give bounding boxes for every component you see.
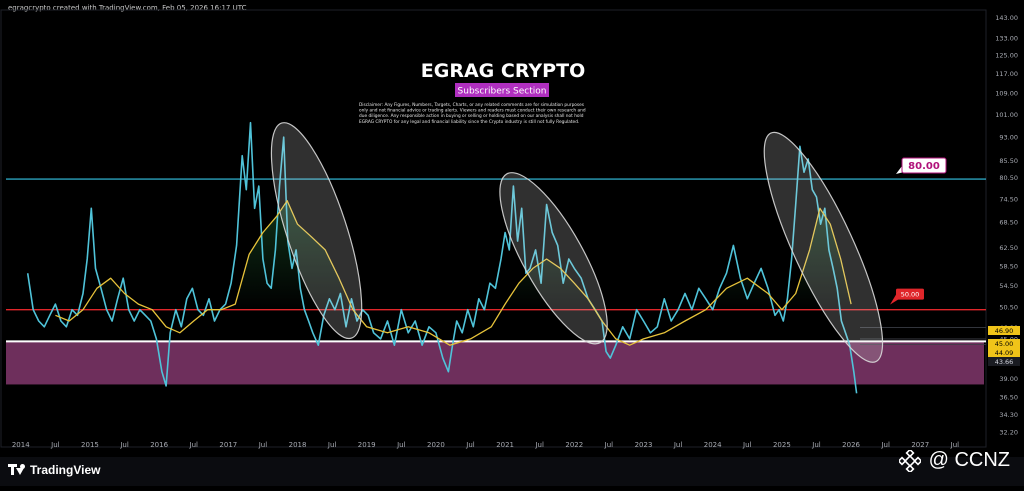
x-tick-label: Jul [880,441,890,449]
price-label-text: 45.00 [995,340,1014,348]
x-tick-label: 2018 [289,441,307,449]
overlay-title: EGRAG CRYPTO [421,60,585,82]
plot-border [0,9,987,448]
y-tick-label: 85.50 [999,157,1018,165]
price-label-box [988,348,1020,357]
x-tick-label: 2014 [12,441,30,449]
bullish-fill [55,200,852,310]
x-tick-label: Jul [534,441,544,449]
watermark: @ CCNZ [898,449,1010,472]
x-tick-label: 2021 [496,441,514,449]
disclaimer-line: only and not financial advice or trading… [359,108,586,114]
price-label-text: 46.90 [995,327,1014,335]
header-credit: egragcrypto created with TradingView.com… [8,4,247,12]
rsi-ma-line [55,200,852,346]
y-tick-label: 68.50 [999,219,1018,227]
x-tick-label: 2025 [773,441,791,449]
oversold-zone [6,341,984,385]
y-tick-label: 93.00 [999,134,1018,142]
y-tick-label: 32.20 [999,428,1018,436]
footer-bar [0,457,1024,486]
x-tick-label: 2027 [911,441,929,449]
y-tick-label: 36.50 [999,394,1018,402]
label-50-text: 50.00 [901,291,920,299]
x-tick-label: 2015 [81,441,99,449]
x-tick-label: Jul [604,441,614,449]
x-tick-label: Jul [811,441,821,449]
subscribers-badge-text: Subscribers Section [458,87,547,97]
y-tick-label: 50.50 [999,303,1018,311]
highlight-ellipse-2 [499,172,608,345]
y-tick-label: 34.30 [999,411,1018,419]
y-tick-label: 54.50 [999,282,1018,290]
x-tick-label: Jul [189,441,199,449]
x-tick-label: Jul [950,441,960,449]
x-tick-label: Jul [465,441,475,449]
price-label-box [988,326,1020,335]
disclaimer-line: Disclaimer: Any Figures, Numbers, Target… [359,102,585,108]
y-tick-label: 125.00 [995,52,1018,60]
x-tick-label: Jul [673,441,683,449]
x-tick-label: 2017 [219,441,237,449]
price-label-text: 44.09 [995,349,1014,357]
y-tick-label: 58.50 [999,263,1018,271]
y-tick-label: 143.00 [995,14,1018,22]
x-tick-label: 2020 [427,441,445,449]
y-tick-label: 101.00 [995,111,1018,119]
x-tick-label: Jul [327,441,337,449]
x-tick-label: Jul [50,441,60,449]
tradingview-logo[interactable]: TradingView [8,463,100,477]
y-tick-label: 62.50 [999,244,1018,252]
x-tick-label: 2023 [635,441,653,449]
highlight-ellipse-3 [763,131,884,363]
y-tick-label: 80.50 [999,174,1018,182]
price-label-box [988,339,1020,348]
label-50-box [896,288,924,300]
x-tick-label: 2026 [842,441,860,449]
watermark-text: @ CCNZ [928,449,1010,471]
y-tick-label: 39.00 [999,375,1018,383]
x-tick-label: 2022 [565,441,583,449]
disclaimer-line: EGRAG CRYPTO for any legal and financial… [359,119,579,125]
subscribers-badge [455,83,549,97]
y-tick-label: 74.50 [999,195,1018,203]
price-label-text: 43.66 [995,358,1014,366]
x-tick-label: Jul [119,441,129,449]
rsi-line [26,121,858,394]
binance-diamond-icon [898,449,921,472]
x-tick-label: Jul [396,441,406,449]
y-tick-label: 109.00 [995,90,1018,98]
x-tick-label: 2016 [150,441,168,449]
x-tick-label: Jul [742,441,752,449]
x-tick-label: 2024 [704,441,722,449]
highlight-ellipse-1 [270,122,363,340]
y-tick-label: 117.00 [995,70,1018,78]
price-label-box [988,357,1020,366]
disclaimer-line: due diligence. Any responsible action in… [359,113,584,119]
x-tick-label: 2019 [358,441,376,449]
label-80-text: 80.00 [908,161,940,172]
x-tick-label: Jul [258,441,268,449]
y-tick-label: 133.00 [995,34,1018,42]
label-80-box [901,157,947,174]
tradingview-brand-label: TradingView [30,463,101,477]
tradingview-logo-icon [8,464,26,476]
